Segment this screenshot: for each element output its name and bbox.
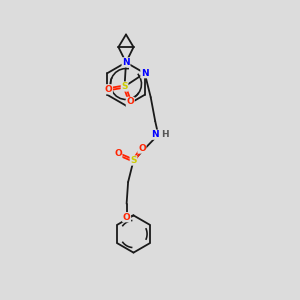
Text: S: S <box>130 156 137 165</box>
Text: O: O <box>138 144 146 153</box>
Text: H: H <box>161 130 169 139</box>
Text: N: N <box>122 58 130 67</box>
Text: O: O <box>104 85 112 94</box>
Text: S: S <box>121 82 128 91</box>
Text: O: O <box>126 98 134 106</box>
Text: N: N <box>152 130 159 139</box>
Text: O: O <box>123 213 130 222</box>
Text: N: N <box>141 69 148 78</box>
Text: O: O <box>114 149 122 158</box>
